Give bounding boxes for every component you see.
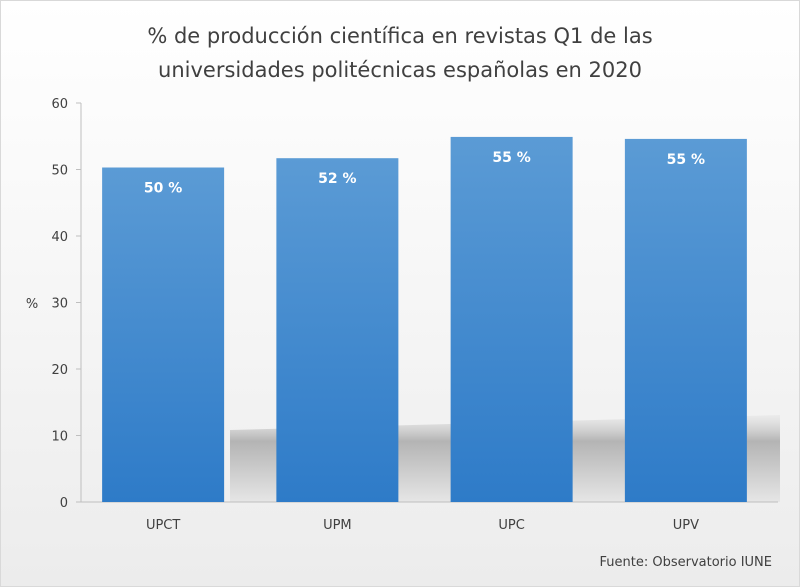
y-tick-label: 50 xyxy=(51,164,68,179)
x-tick-label: UPM xyxy=(323,518,352,533)
data-label: 55 % xyxy=(667,152,705,168)
x-tick-label: UPC xyxy=(498,518,524,533)
title-line-1: % de producción científica en revistas Q… xyxy=(147,24,652,48)
y-tick-label: 0 xyxy=(60,496,68,511)
y-tick-label: 10 xyxy=(51,430,68,445)
bar-upct xyxy=(102,167,225,502)
title-line-2: universidades politécnicas españolas en … xyxy=(158,58,642,82)
source-note: Fuente: Observatorio IUNE xyxy=(600,555,773,570)
chart-title: % de producción científica en revistas Q… xyxy=(147,24,652,82)
bar-upc xyxy=(450,136,573,503)
x-tick-label: UPCT xyxy=(146,518,180,533)
bar-upv xyxy=(624,138,747,502)
bar-upm xyxy=(276,158,399,502)
y-tick-label: 60 xyxy=(51,97,68,112)
x-tick-label: UPV xyxy=(673,518,699,533)
y-tick-label: 30 xyxy=(51,297,68,312)
data-label: 55 % xyxy=(492,150,530,166)
y-tick-label: 20 xyxy=(51,363,68,378)
data-label: 50 % xyxy=(144,181,182,197)
y-tick-label: 40 xyxy=(51,230,68,245)
data-label: 52 % xyxy=(318,171,356,187)
y-axis-label: % xyxy=(26,297,38,312)
